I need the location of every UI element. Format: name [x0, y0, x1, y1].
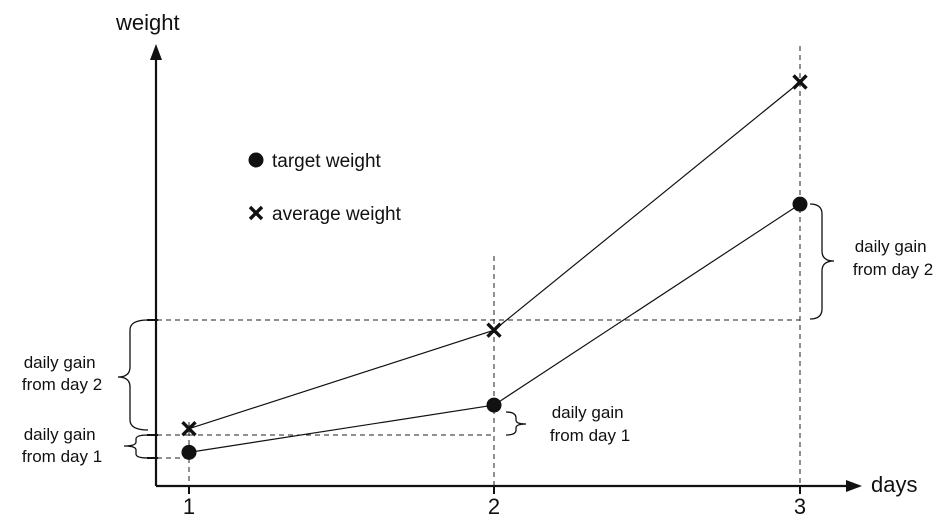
legend: target weight average weight	[249, 151, 402, 225]
x-tick-label-2: 2	[488, 494, 500, 517]
annotation-mid-line2: from day 1	[550, 426, 630, 445]
brace-mid	[506, 412, 526, 435]
x-axis-title: days	[871, 472, 917, 497]
annotation-right-line2: from day 2	[853, 260, 933, 279]
annotation-left-lower: daily gain from day 1	[22, 425, 102, 466]
annotation-right-line1: daily gain	[855, 237, 927, 256]
annotation-left-upper-line2: from day 2	[22, 375, 102, 394]
legend-marker-average-weight	[250, 207, 262, 219]
annotation-left-lower-line2: from day 1	[22, 447, 102, 466]
annotation-left-upper: daily gain from day 2	[22, 353, 102, 394]
legend-label-target-weight: target weight	[272, 151, 382, 172]
point-target-weight-day3	[793, 197, 808, 212]
legend-marker-target-weight	[249, 153, 264, 168]
x-tick-label-1: 1	[183, 494, 195, 517]
y-axis-title: weight	[115, 10, 180, 35]
brace-left-lower	[124, 435, 148, 458]
x-tick-label-3: 3	[794, 494, 806, 517]
annotation-right: daily gain from day 2	[853, 237, 933, 279]
x-axis-arrow	[846, 480, 862, 492]
y-axis-arrow	[150, 44, 162, 60]
annotation-left-lower-line1: daily gain	[24, 425, 96, 444]
point-average-weight-day2	[488, 324, 501, 337]
annotation-mid-line1: daily gain	[552, 403, 624, 422]
annotation-left-upper-line1: daily gain	[24, 353, 96, 372]
brace-right	[810, 204, 834, 319]
point-target-weight-day2	[487, 398, 502, 413]
brace-left-upper	[118, 320, 148, 430]
legend-label-average-weight: average weight	[272, 204, 402, 225]
point-target-weight-day1	[182, 445, 197, 460]
annotation-mid: daily gain from day 1	[550, 403, 630, 445]
